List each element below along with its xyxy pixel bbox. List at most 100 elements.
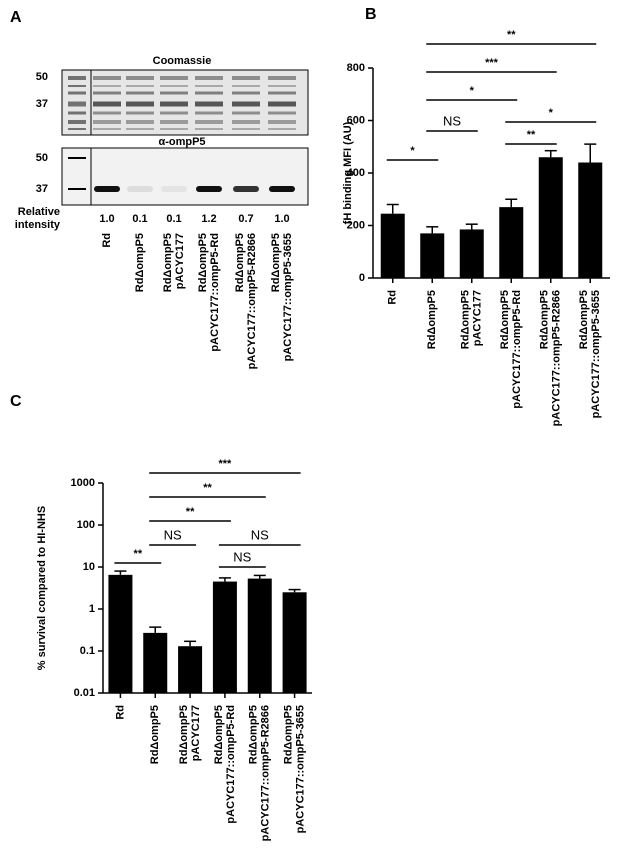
- significance-label: **: [527, 129, 536, 141]
- category-label: RdΔompP5: [578, 290, 590, 349]
- gel-band: [160, 128, 188, 130]
- y-tick-label: 800: [347, 62, 365, 74]
- intensity-value: 1.0: [274, 213, 289, 225]
- significance-label: **: [134, 548, 143, 560]
- category-label: RdΔompP5: [248, 705, 260, 764]
- bar: [459, 229, 484, 278]
- gel-band: [268, 76, 296, 80]
- y-tick-label: 0.01: [74, 687, 95, 699]
- bar: [499, 207, 524, 278]
- category-label: pACYC177::ompP5-R2866: [260, 705, 272, 841]
- category-label: RdΔompP5: [539, 290, 551, 349]
- y-tick-label: 200: [347, 219, 365, 231]
- category-label: Rd: [101, 233, 113, 248]
- blot-title: α-ompP5: [158, 136, 205, 148]
- marker-label: 50: [36, 71, 48, 83]
- gel-band: [93, 91, 121, 95]
- category-label: RdΔompP5: [234, 233, 246, 292]
- significance-label: NS: [164, 527, 182, 542]
- gel-band: [195, 120, 223, 124]
- gel-title: Coomassie: [153, 55, 212, 67]
- gel-band: [232, 85, 260, 87]
- y-tick-label: 0: [359, 272, 365, 284]
- category-label: RdΔompP5: [197, 233, 209, 292]
- gel-band: [195, 85, 223, 87]
- significance-label: *: [410, 145, 415, 157]
- blot-band: [196, 186, 222, 192]
- panel-label: A: [10, 9, 22, 26]
- gel-band: [232, 91, 260, 95]
- gel-band: [232, 120, 260, 124]
- gel-band: [160, 101, 188, 107]
- gel-band: [68, 101, 86, 107]
- y-tick-label: 100: [77, 519, 95, 531]
- gel-band: [160, 120, 188, 124]
- gel-band: [126, 128, 154, 130]
- gel-band: [68, 76, 86, 80]
- gel-band: [68, 120, 86, 124]
- gel-band: [68, 85, 86, 87]
- gel-band: [93, 85, 121, 87]
- gel-band: [126, 111, 154, 115]
- panel-label: C: [10, 393, 22, 410]
- gel-band: [195, 101, 223, 107]
- category-label: Rd: [114, 705, 126, 720]
- gel-band: [195, 91, 223, 95]
- gel-band: [126, 85, 154, 87]
- bar: [380, 213, 405, 278]
- blot-band: [233, 186, 259, 192]
- significance-label: *: [549, 107, 554, 119]
- bar: [420, 233, 445, 278]
- gel-band: [160, 111, 188, 115]
- significance-label: **: [203, 482, 212, 494]
- gel-band: [126, 76, 154, 80]
- significance-label: ***: [485, 57, 499, 69]
- gel-band: [68, 128, 86, 130]
- category-label: RdΔompP5: [149, 705, 161, 764]
- significance-label: NS: [233, 549, 251, 564]
- category-label: RdΔompP5: [270, 233, 282, 292]
- intensity-value: 0.1: [132, 213, 147, 225]
- gel-band: [195, 76, 223, 80]
- category-label: RdΔompP5: [499, 290, 511, 349]
- bar: [578, 162, 603, 278]
- y-tick-label: 1: [89, 603, 95, 615]
- category-label: RdΔompP5: [134, 233, 146, 292]
- significance-label: *: [470, 85, 475, 97]
- category-label: pACYC177: [174, 233, 186, 289]
- bar: [282, 592, 307, 693]
- intensity-value: 1.0: [99, 213, 114, 225]
- category-label: pACYC177::ompP5-Rd: [209, 233, 221, 352]
- gel-band: [126, 120, 154, 124]
- gel-band: [232, 101, 260, 107]
- category-label: pACYC177::ompP5-Rd: [511, 290, 523, 409]
- gel-band: [68, 111, 86, 115]
- category-label: pACYC177::ompP5-R2866: [551, 290, 563, 426]
- gel-band: [232, 128, 260, 130]
- gel-band: [268, 120, 296, 124]
- blot: [61, 147, 309, 206]
- category-label: pACYC177::ompP5-R2866: [246, 233, 258, 369]
- gel-band: [195, 111, 223, 115]
- gel-band: [268, 111, 296, 115]
- blot-band: [94, 186, 120, 192]
- bar: [178, 646, 203, 693]
- category-label: Rd: [387, 290, 399, 305]
- gel-band: [268, 91, 296, 95]
- intensity-value: 1.2: [201, 213, 216, 225]
- gel-band: [268, 85, 296, 87]
- y-axis-label: % survival compared to HI-NHS: [36, 506, 48, 670]
- intensity-label: Relative: [18, 206, 60, 218]
- gel-band: [126, 101, 154, 107]
- gel-band: [268, 128, 296, 130]
- y-tick-label: 10: [83, 561, 95, 573]
- category-label: pACYC177::ompP5-Rd: [225, 705, 237, 824]
- significance-label: ***: [218, 458, 232, 470]
- y-tick-label: 1000: [71, 477, 95, 489]
- marker-label: 37: [36, 98, 48, 110]
- bar: [108, 574, 133, 693]
- marker-label: 50: [36, 152, 48, 164]
- gel-band: [93, 101, 121, 107]
- significance-label: NS: [251, 527, 269, 542]
